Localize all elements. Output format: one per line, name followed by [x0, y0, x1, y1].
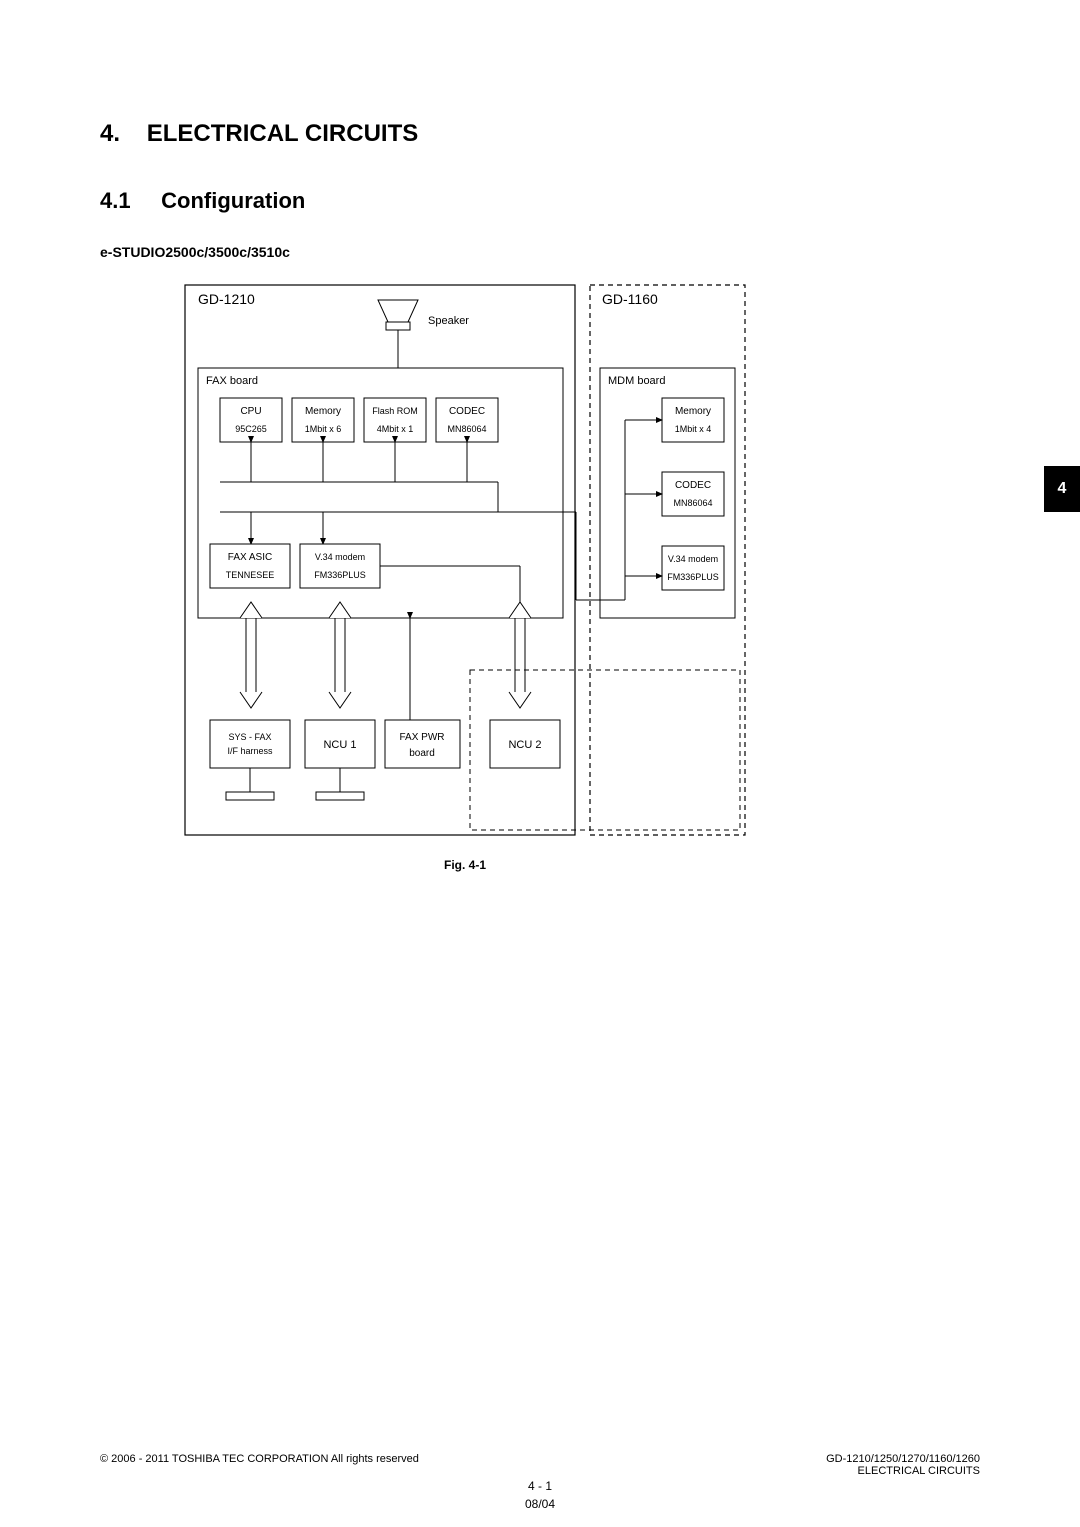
svg-text:V.34 modem: V.34 modem: [315, 552, 365, 562]
footer-models: GD-1210/1250/1270/1160/1260: [826, 1453, 980, 1465]
footer-copyright: © 2006 - 2011 TOSHIBA TEC CORPORATION Al…: [100, 1453, 419, 1465]
flashrom-block: Flash ROM 4Mbit x 1: [364, 398, 426, 442]
open-arrow-2: [329, 602, 351, 708]
svg-text:board: board: [409, 748, 435, 759]
sysfax-connector: [226, 792, 274, 800]
svg-text:NCU 1: NCU 1: [323, 739, 356, 751]
modem1-block: V.34 modem FM336PLUS: [300, 544, 380, 588]
gd1210-title: GD-1210: [198, 291, 255, 307]
ncu1-connector: [316, 792, 364, 800]
svg-text:1Mbit x 6: 1Mbit x 6: [305, 424, 342, 434]
cpu-block: CPU 95C265: [220, 398, 282, 442]
speaker-base: [386, 322, 410, 330]
speaker-label: Speaker: [428, 315, 469, 327]
svg-text:1Mbit x 4: 1Mbit x 4: [675, 424, 712, 434]
fax-asic-block: FAX ASIC TENNESEE: [210, 544, 290, 588]
footer-date: 08/04: [100, 1497, 980, 1511]
svg-text:V.34 modem: V.34 modem: [668, 554, 718, 564]
footer-page: 4 - 1: [100, 1479, 980, 1493]
svg-text:CPU: CPU: [240, 406, 261, 417]
page-root: 4. ELECTRICAL CIRCUITS 4.1 Configuration…: [0, 0, 1080, 1527]
svg-text:4Mbit x 1: 4Mbit x 1: [377, 424, 414, 434]
diagram-svg: GD-1210 GD-1160 Speaker FAX board MDM bo…: [180, 280, 750, 840]
diagram: GD-1210 GD-1160 Speaker FAX board MDM bo…: [180, 280, 750, 840]
svg-text:95C265: 95C265: [235, 424, 267, 434]
svg-text:NCU 2: NCU 2: [508, 739, 541, 751]
svg-text:Memory: Memory: [305, 406, 341, 417]
svg-text:Flash ROM: Flash ROM: [372, 406, 418, 416]
svg-text:MN86064: MN86064: [447, 424, 486, 434]
speaker-icon: [378, 300, 418, 322]
svg-text:I/F harness: I/F harness: [227, 746, 273, 756]
footer-section-name: ELECTRICAL CIRCUITS: [826, 1465, 980, 1477]
svg-text:TENNESEE: TENNESEE: [226, 570, 275, 580]
memory2-block: Memory 1Mbit x 4: [662, 398, 724, 442]
mdm-board-label: MDM board: [608, 375, 665, 387]
svg-text:FAX ASIC: FAX ASIC: [228, 552, 272, 563]
svg-text:MN86064: MN86064: [673, 498, 712, 508]
chapter-heading: 4. ELECTRICAL CIRCUITS: [100, 120, 980, 148]
svg-text:FAX PWR: FAX PWR: [399, 732, 444, 743]
codec2-block: CODEC MN86064: [662, 472, 724, 516]
svg-text:SYS - FAX: SYS - FAX: [228, 732, 271, 742]
fax-pwr-block: FAX PWR board: [385, 720, 460, 768]
codec1-block: CODEC MN86064: [436, 398, 498, 442]
section-heading: 4.1 Configuration: [100, 188, 980, 214]
subheading: e-STUDIO2500c/3500c/3510c: [100, 244, 980, 260]
svg-text:Memory: Memory: [675, 406, 711, 417]
section-title: Configuration: [161, 188, 305, 213]
figure-caption: Fig. 4-1: [180, 858, 750, 872]
gd1160-title: GD-1160: [602, 291, 658, 307]
svg-text:FM336PLUS: FM336PLUS: [667, 572, 719, 582]
sys-fax-block: SYS - FAX I/F harness: [210, 720, 290, 768]
svg-text:FM336PLUS: FM336PLUS: [314, 570, 366, 580]
svg-text:CODEC: CODEC: [675, 480, 711, 491]
chapter-number: 4.: [100, 120, 120, 147]
side-tab: 4: [1044, 466, 1080, 512]
footer: © 2006 - 2011 TOSHIBA TEC CORPORATION Al…: [100, 1453, 980, 1477]
modem2-block: V.34 modem FM336PLUS: [662, 546, 724, 590]
fax-board-label: FAX board: [206, 375, 258, 387]
footer-right: GD-1210/1250/1270/1160/1260 ELECTRICAL C…: [826, 1453, 980, 1477]
open-arrow-1: [240, 602, 262, 708]
memory1-block: Memory 1Mbit x 6: [292, 398, 354, 442]
ncu1-block: NCU 1: [305, 720, 375, 768]
ncu2-block: NCU 2: [490, 720, 560, 768]
chapter-title: ELECTRICAL CIRCUITS: [147, 120, 419, 147]
svg-text:CODEC: CODEC: [449, 406, 485, 417]
open-arrow-3: [509, 602, 531, 708]
section-number: 4.1: [100, 188, 131, 213]
